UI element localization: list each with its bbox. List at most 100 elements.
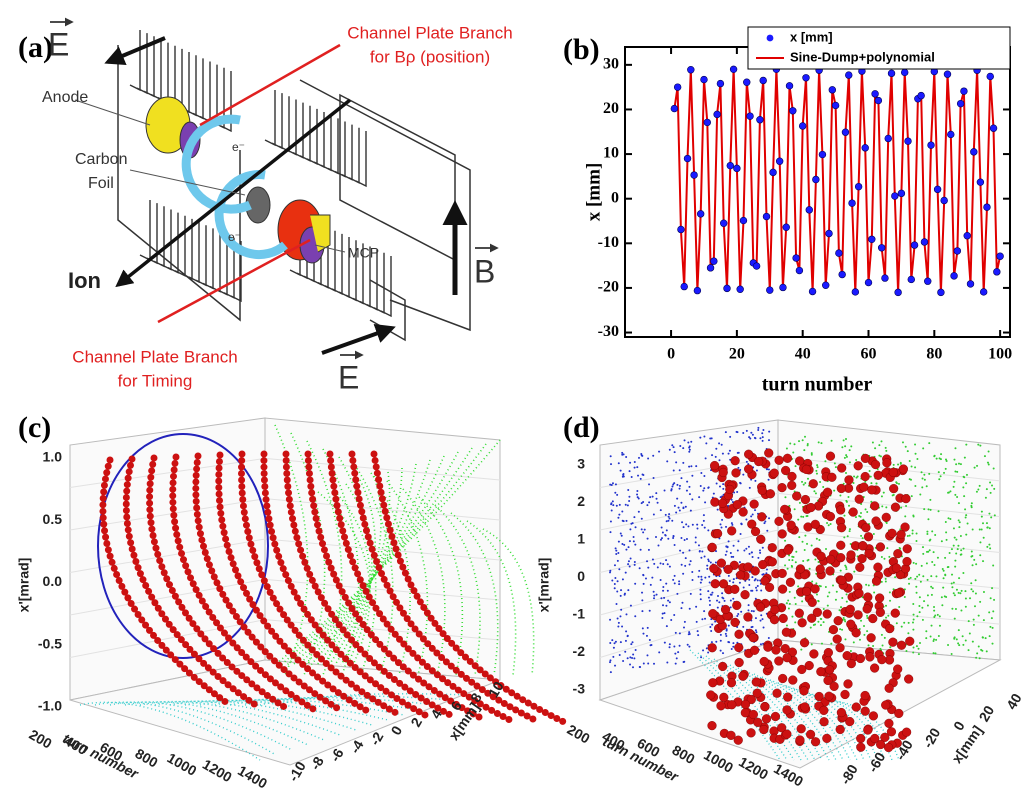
bead [828, 625, 839, 635]
bead [778, 673, 788, 684]
projection-dot [609, 671, 612, 674]
magnet-label: B [474, 253, 495, 289]
projection-dot [956, 470, 959, 473]
window-frame [339, 93, 456, 262]
projection-dot [982, 591, 985, 594]
projection-dot [646, 537, 649, 540]
x-tick-label: 100 [988, 346, 1012, 363]
projection-dot [965, 533, 968, 536]
projection-dot [732, 645, 735, 648]
projection-dot [719, 485, 722, 488]
data-point [960, 87, 968, 95]
projection-dot [833, 462, 836, 465]
projection-dot [699, 484, 702, 487]
projection-dot [804, 534, 807, 537]
projection-dot [633, 460, 636, 463]
projection-dot [751, 589, 754, 592]
projection-dot [845, 600, 848, 603]
projection-dot [960, 549, 963, 552]
bead [884, 718, 894, 728]
projection-dot [926, 578, 929, 581]
mcp-label: MCP [348, 245, 379, 261]
bead-strand [215, 451, 374, 716]
wall-grid [264, 578, 501, 601]
projection-dot [947, 643, 950, 646]
projection-dot [687, 633, 690, 636]
projection-dot [985, 522, 988, 525]
bead [753, 717, 763, 727]
data-point [927, 141, 935, 149]
bead [860, 690, 870, 701]
projection-dot [646, 654, 649, 657]
projection-dot [914, 484, 917, 487]
projection-dot [845, 454, 848, 457]
t-tick-label: 1000 [701, 746, 736, 776]
projection-dot [842, 617, 845, 620]
projection-dot [695, 605, 698, 608]
projection-dot [785, 624, 788, 627]
projection-dot [672, 469, 675, 472]
projection-dot [638, 567, 641, 570]
projection-dot [707, 486, 710, 489]
projection-dot [795, 550, 798, 553]
bead [886, 727, 897, 737]
projection-dot [745, 518, 748, 521]
projection-wave [274, 439, 501, 666]
projection-dot [676, 483, 679, 486]
projection-dot [910, 495, 913, 498]
projection-dot [659, 538, 662, 541]
projection-dot [680, 501, 683, 504]
projection-dot [962, 547, 965, 550]
data-point [802, 74, 810, 82]
projection-dot [633, 563, 636, 566]
projection-dot [892, 493, 895, 496]
projection-dot [655, 497, 658, 500]
projection-dot [957, 642, 960, 645]
projection-dot [898, 606, 901, 609]
projection-dot [844, 620, 847, 623]
bead [787, 471, 797, 482]
bead [885, 623, 895, 634]
projection-dot [860, 619, 863, 622]
plate [136, 33, 148, 95]
projection-dot [724, 553, 727, 556]
bead [749, 499, 759, 509]
projection-dot [649, 583, 652, 586]
projection-dot [637, 474, 640, 477]
bead [845, 716, 855, 727]
projection-dot [704, 576, 707, 579]
projection-dot [981, 636, 984, 639]
projection-dot [953, 637, 956, 640]
projection-dot [742, 625, 745, 628]
projection-dot [786, 567, 789, 570]
projection-dot [618, 503, 621, 506]
projection-dot [870, 482, 873, 485]
projection-dot [689, 592, 692, 595]
projection-dot [753, 579, 756, 582]
projection-dot [845, 568, 848, 571]
projection-dot [754, 509, 757, 512]
projection-dot [634, 648, 637, 651]
projection-dot [965, 482, 968, 485]
projection-dot [648, 483, 651, 486]
projection-dot [617, 516, 620, 519]
floor-wave [94, 701, 277, 756]
data-point [733, 164, 741, 173]
projection-dot [961, 635, 964, 638]
bead [845, 604, 855, 614]
electron-label: e⁻ [232, 140, 245, 154]
projection-dot [818, 538, 821, 541]
projection-dot [708, 581, 711, 584]
projection-dot [705, 647, 708, 650]
projection-dot [737, 466, 740, 469]
projection-dot [686, 643, 689, 646]
projection-dot [962, 486, 965, 489]
bead [875, 542, 886, 552]
bead [746, 728, 756, 738]
projection-dot [678, 469, 681, 472]
projection-dot [673, 574, 676, 577]
projection-dot [989, 491, 992, 494]
bead [777, 529, 787, 539]
bead [889, 484, 899, 494]
